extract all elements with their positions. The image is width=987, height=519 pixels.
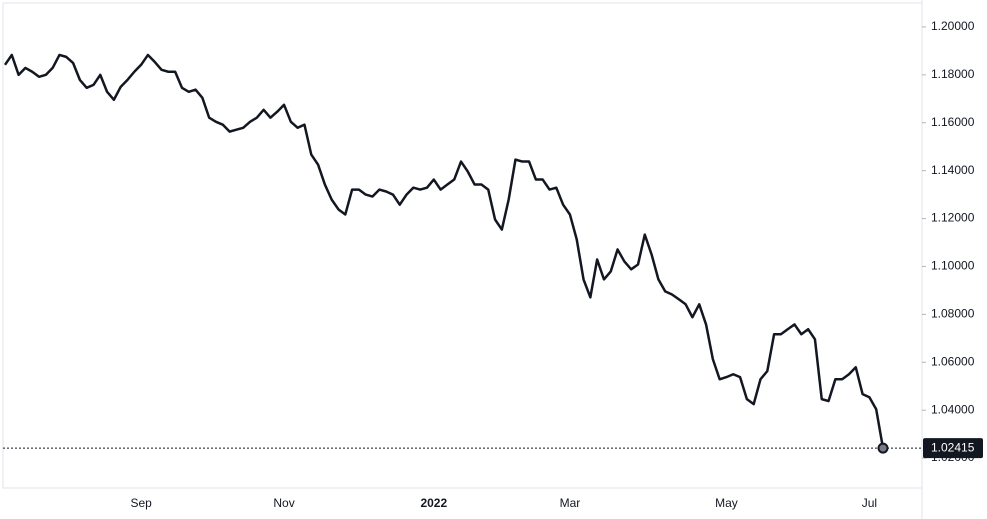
y-tick-label: 1.12000	[931, 211, 975, 225]
last-price-dot	[877, 442, 889, 454]
x-tick-label: Mar	[560, 496, 581, 510]
last-price-box	[923, 438, 983, 459]
y-tick-label: 1.08000	[931, 307, 975, 321]
x-tick-label: 2022	[420, 496, 447, 510]
x-tick-label: Jul	[862, 496, 877, 510]
y-tick-label: 1.20000	[931, 19, 975, 33]
y-tick-label: 1.14000	[931, 163, 975, 177]
y-tick-label: 1.16000	[931, 115, 975, 129]
y-tick-label: 1.06000	[931, 354, 975, 368]
x-tick-label: Nov	[273, 496, 294, 510]
x-tick-label: May	[715, 496, 738, 510]
y-tick-label: 1.04000	[931, 402, 975, 416]
y-tick-label: 1.10000	[931, 259, 975, 273]
y-tick-label: 1.18000	[931, 67, 975, 81]
last-price-label: 1.02415	[931, 440, 975, 454]
price-line	[3, 53, 885, 449]
plot-frame	[2, 2, 923, 489]
x-tick-label: Sep	[130, 496, 152, 510]
